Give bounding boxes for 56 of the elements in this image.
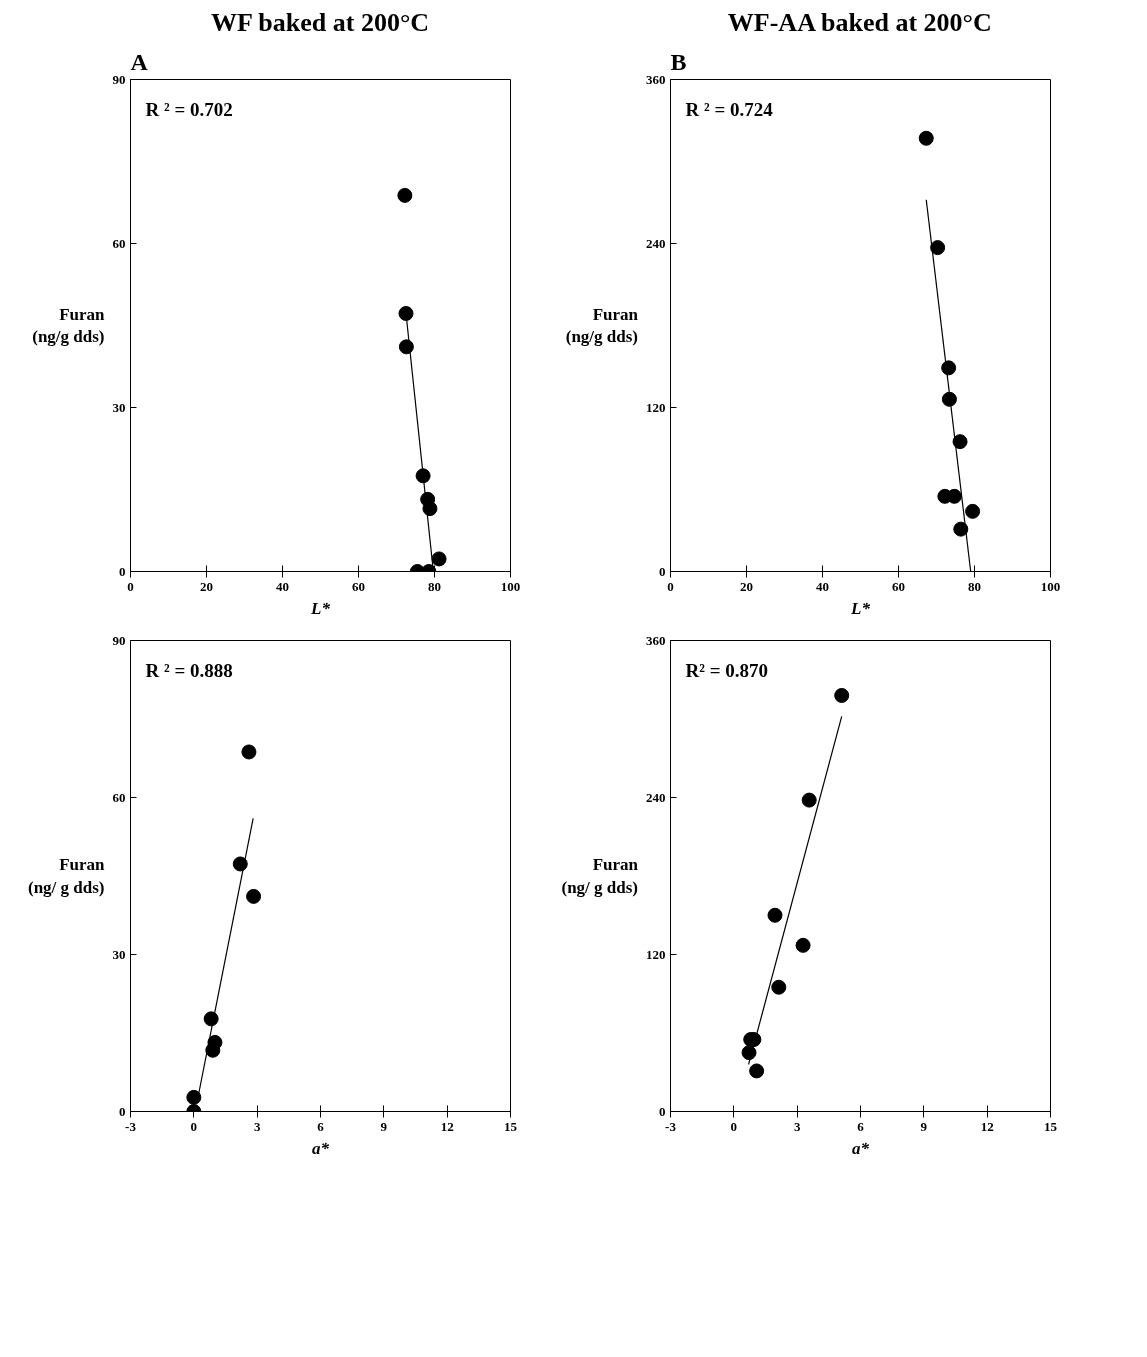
y-tick-label: 120 bbox=[646, 399, 666, 415]
x-tick-label: 40 bbox=[816, 578, 829, 594]
x-tick-label: 12 bbox=[440, 1118, 454, 1134]
x-tick-label: -3 bbox=[665, 1118, 677, 1134]
x-tick-label: 15 bbox=[504, 1118, 518, 1134]
annotation: R² = 0.870 bbox=[685, 660, 768, 681]
y-tick-label: 360 bbox=[646, 71, 666, 87]
chart-title: B bbox=[670, 48, 687, 75]
y-tick-label: 60 bbox=[112, 789, 126, 805]
x-tick-label: 12 bbox=[980, 1118, 994, 1134]
y-tick-label: 360 bbox=[646, 632, 666, 648]
annotation: R ² = 0.702 bbox=[145, 99, 233, 120]
x-tick-label: 6 bbox=[317, 1118, 325, 1134]
x-axis-title: L* bbox=[850, 598, 871, 618]
x-tick-label: 15 bbox=[1044, 1118, 1058, 1134]
y-tick-label: 30 bbox=[112, 946, 126, 962]
x-tick-label: 6 bbox=[857, 1118, 865, 1134]
x-axis-title: a* bbox=[312, 1138, 330, 1158]
x-tick-label: 100 bbox=[1040, 578, 1061, 594]
x-tick-label: 60 bbox=[892, 578, 905, 594]
y-tick-label: 90 bbox=[112, 71, 126, 87]
y-tick-label: 0 bbox=[659, 1103, 666, 1119]
x-axis-title: a* bbox=[852, 1138, 870, 1158]
x-tick-label: 3 bbox=[793, 1118, 801, 1134]
x-tick-label: 20 bbox=[200, 578, 213, 594]
x-tick-label: 40 bbox=[276, 578, 289, 594]
y-tick-label: 30 bbox=[112, 399, 126, 415]
x-tick-label: 100 bbox=[500, 578, 521, 594]
y-axis-title: Furan (ng/g dds) bbox=[32, 304, 106, 347]
x-tick-label: 80 bbox=[428, 578, 441, 594]
y-axis-title: Furan (ng/ g dds) bbox=[27, 855, 106, 897]
x-axis-title: L* bbox=[310, 598, 331, 618]
x-tick-label: 20 bbox=[740, 578, 753, 594]
y-tick-label: 240 bbox=[646, 235, 666, 251]
chart-title: A bbox=[130, 48, 149, 75]
y-axis-title: Furan (ng/g dds) bbox=[565, 304, 639, 347]
y-tick-label: 60 bbox=[112, 235, 126, 251]
y-tick-label: 240 bbox=[646, 789, 666, 805]
x-tick-label: 9 bbox=[380, 1118, 388, 1134]
x-tick-label: 9 bbox=[920, 1118, 928, 1134]
y-tick-label: 0 bbox=[119, 563, 126, 579]
annotation: R ² = 0.724 bbox=[685, 99, 774, 120]
y-tick-label: 120 bbox=[646, 946, 666, 962]
x-tick-label: 0 bbox=[190, 1118, 198, 1134]
y-tick-label: 0 bbox=[119, 1103, 126, 1119]
x-tick-label: 3 bbox=[253, 1118, 261, 1134]
x-tick-label: -3 bbox=[125, 1118, 137, 1134]
chart-subtitle: WF baked at 200°C bbox=[210, 7, 430, 37]
annotation: R ² = 0.888 bbox=[145, 660, 233, 681]
y-axis-title: Furan (ng/ g dds) bbox=[561, 855, 639, 897]
y-tick-label: 90 bbox=[112, 632, 126, 648]
chart-subtitle: WF-AA baked at 200°C bbox=[727, 7, 992, 37]
x-tick-label: 60 bbox=[352, 578, 365, 594]
x-tick-label: 80 bbox=[968, 578, 981, 594]
y-tick-label: 0 bbox=[659, 563, 666, 579]
x-tick-label: 0 bbox=[730, 1118, 738, 1134]
